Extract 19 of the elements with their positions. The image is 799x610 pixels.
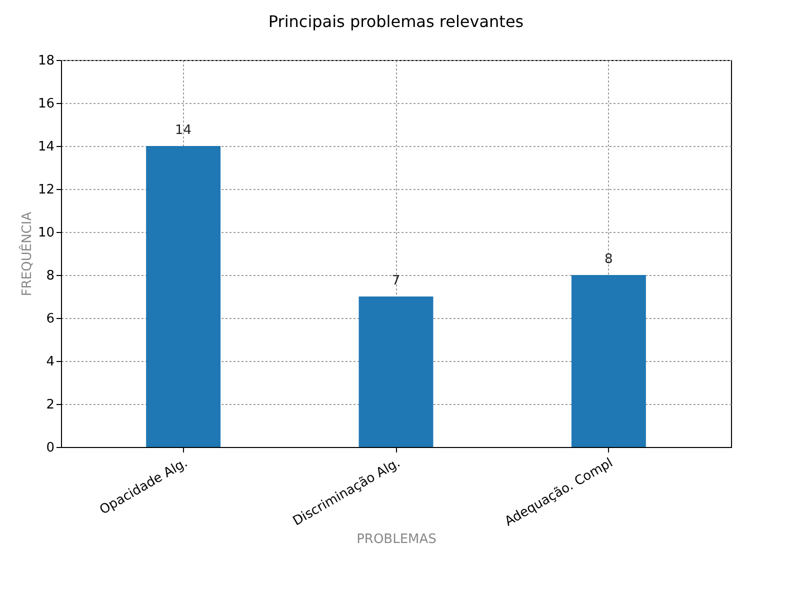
y-tick-label: 18 bbox=[38, 54, 54, 68]
chart-title: Principais problemas relevantes bbox=[268, 12, 524, 31]
y-axis-title: FREQUÊNCIA bbox=[18, 212, 35, 296]
y-tick-label: 4 bbox=[46, 354, 54, 370]
y-tick-label: 8 bbox=[46, 268, 54, 284]
y-tick-label: 2 bbox=[46, 398, 54, 412]
y-tick-label: 6 bbox=[46, 312, 54, 326]
y-tick-label: 10 bbox=[38, 226, 54, 240]
data-label: 8 bbox=[604, 252, 613, 267]
y-tick-label: 14 bbox=[38, 140, 54, 154]
data-label: 7 bbox=[392, 274, 400, 288]
data-label: 14 bbox=[175, 123, 192, 138]
y-tick-label: 12 bbox=[38, 182, 54, 198]
bar bbox=[358, 296, 434, 447]
x-axis-title: PROBLEMAS bbox=[356, 532, 436, 547]
bar bbox=[146, 146, 221, 447]
y-tick-label: 0 bbox=[46, 440, 54, 456]
y-tick-label: 16 bbox=[38, 96, 54, 112]
bar bbox=[571, 275, 646, 447]
